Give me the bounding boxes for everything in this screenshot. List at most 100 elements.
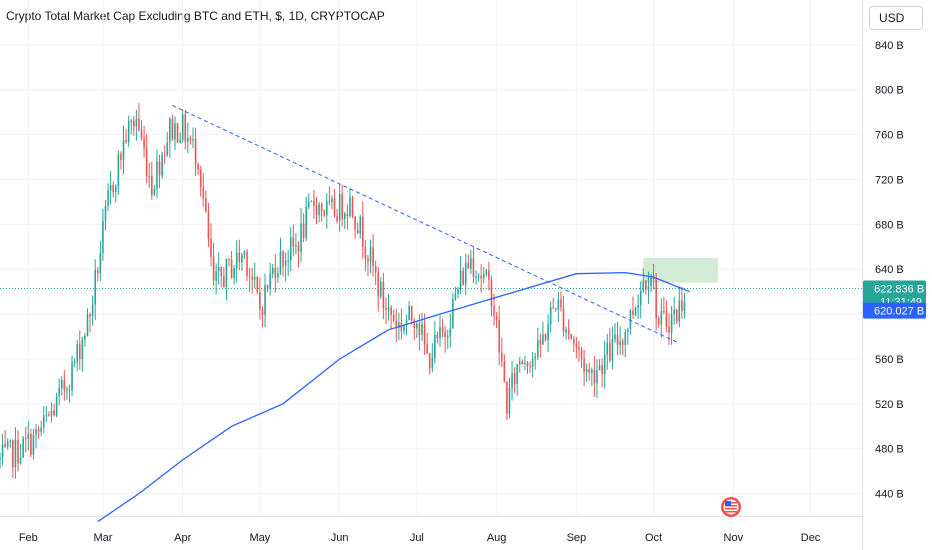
candle-body: [449, 327, 452, 336]
candle-body: [498, 319, 500, 353]
candle-body: [130, 120, 133, 122]
candle-body: [405, 320, 408, 325]
x-tick-label: Sep: [567, 532, 587, 544]
candle-body: [621, 341, 624, 345]
candle-body: [480, 275, 482, 279]
candle-body: [637, 304, 639, 308]
candle-body: [156, 161, 158, 189]
candle-body: [302, 223, 305, 238]
candle-body: [508, 387, 511, 414]
candle-body: [282, 251, 284, 266]
candle-body: [27, 433, 30, 439]
candle-body: [35, 429, 37, 435]
last-price-label: 622.836 B: [874, 283, 924, 295]
candle-body: [58, 388, 60, 396]
candle-body: [632, 310, 634, 315]
candle-body: [40, 427, 42, 432]
time-axis[interactable]: Feb Mar Apr May Jun Jul Aug Sep Oct Nov Dec: [19, 532, 821, 544]
candle-body: [362, 216, 364, 247]
candle-body: [166, 142, 169, 155]
candle-body: [652, 277, 655, 280]
candle-body: [390, 307, 392, 315]
candle-body: [45, 415, 48, 417]
candle-body: [500, 352, 503, 362]
candle-body: [567, 329, 570, 335]
candle-body: [48, 415, 50, 417]
resistance-zone: [643, 258, 718, 283]
candle-body: [341, 194, 344, 219]
candle-body: [163, 154, 166, 156]
candle-body: [531, 358, 534, 367]
candle-body: [477, 275, 480, 277]
chart-title: Crypto Total Market Cap Excluding BTC an…: [6, 9, 385, 23]
x-tick-label: Apr: [174, 532, 191, 544]
candle-body: [377, 272, 380, 297]
candle-body: [642, 280, 645, 292]
candle-body: [246, 251, 248, 277]
candle-body: [441, 326, 444, 332]
candle-body: [467, 262, 470, 269]
candle-body: [423, 324, 426, 345]
candle-body: [536, 339, 539, 357]
candle-body: [392, 314, 395, 321]
candle-body: [71, 362, 73, 391]
x-tick-label: Jun: [331, 532, 349, 544]
candle-body: [207, 211, 210, 239]
candle-body: [86, 314, 89, 337]
candle-body: [68, 389, 71, 391]
resistance-zone-rect[interactable]: [643, 258, 718, 283]
candle-body: [133, 120, 135, 127]
candle-body: [60, 380, 63, 389]
candle-body: [89, 314, 91, 317]
candle-body: [176, 123, 179, 143]
candle-body: [9, 440, 12, 442]
candle-body: [84, 336, 86, 340]
x-tick-label: Oct: [645, 532, 662, 544]
x-tick-label: Dec: [801, 532, 821, 544]
candle-body: [421, 324, 423, 336]
candle-body: [135, 118, 138, 127]
candle-body: [521, 361, 524, 365]
candle-body: [274, 267, 277, 278]
candle-body: [428, 353, 431, 369]
candle-body: [539, 339, 542, 345]
candle-body: [503, 361, 506, 382]
trendline[interactable]: [172, 104, 677, 343]
candle-body: [325, 201, 328, 216]
candle-body: [230, 259, 233, 278]
currency-button[interactable]: USD: [869, 6, 923, 30]
candle-body: [53, 410, 55, 416]
candle-body: [369, 247, 372, 262]
grid: [0, 0, 863, 550]
candle-body: [408, 305, 410, 321]
candle-body: [657, 318, 660, 325]
candle-body: [78, 344, 81, 360]
candle-body: [364, 246, 367, 259]
candle-body: [50, 410, 53, 416]
candle-body: [542, 334, 544, 345]
candle-body: [192, 139, 194, 141]
candle-body: [94, 270, 97, 305]
candle-body: [459, 270, 462, 290]
flag-canton: [725, 501, 731, 506]
candle-body: [678, 300, 681, 322]
candle-body: [279, 251, 282, 274]
candle-body: [241, 254, 243, 263]
candle-body: [490, 279, 493, 306]
candle-body: [663, 310, 665, 312]
candle-body: [310, 200, 313, 202]
us-flag-icon[interactable]: [721, 497, 741, 517]
candle-body: [256, 277, 259, 293]
candle-body: [575, 343, 578, 348]
candle-body: [557, 299, 560, 310]
candle-body: [395, 320, 398, 328]
candle-body: [601, 365, 603, 375]
candle-body: [462, 270, 464, 285]
candle-body: [385, 308, 387, 311]
candle-body: [534, 356, 537, 359]
candle-body: [526, 362, 529, 367]
candle-body: [436, 334, 439, 339]
